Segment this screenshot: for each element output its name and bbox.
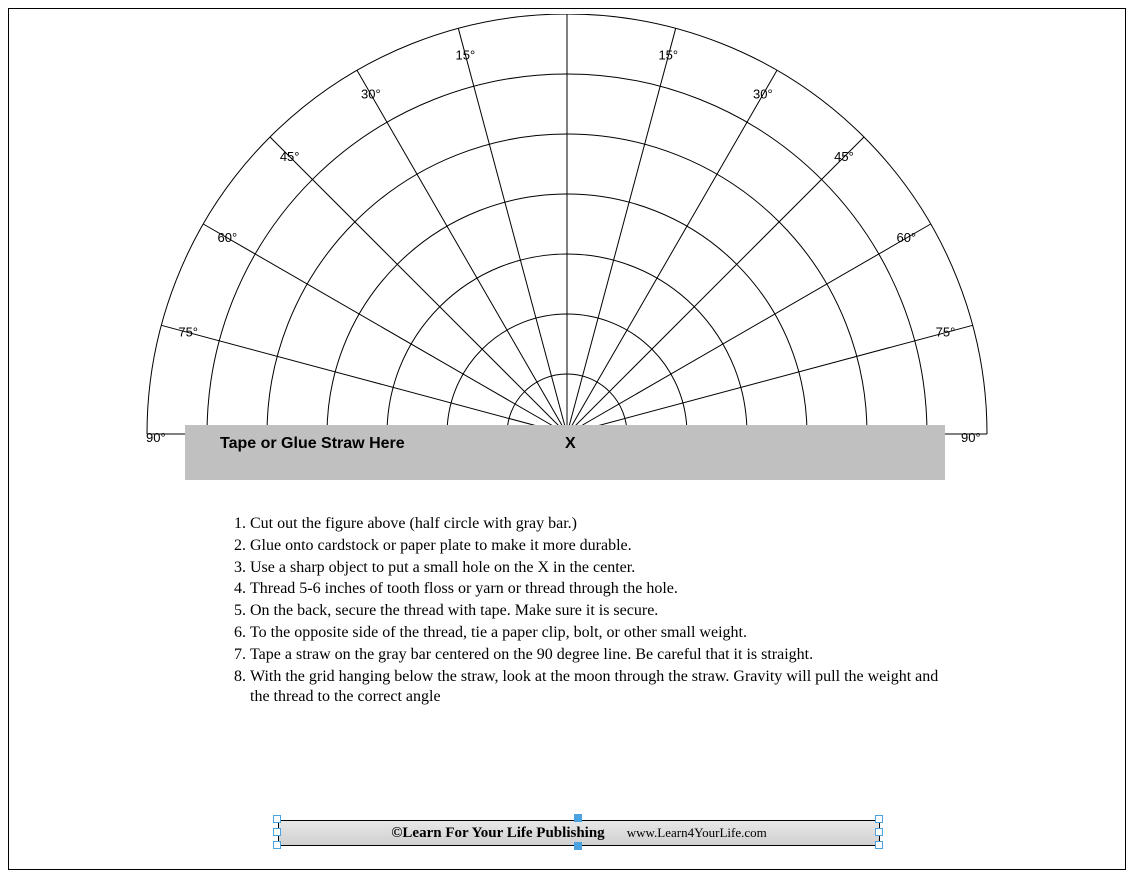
straw-bar-x-marker: X: [565, 435, 576, 453]
left-90-label: 90°: [146, 430, 166, 445]
svg-text:60°: 60°: [896, 230, 916, 245]
straw-bar-label: Tape or Glue Straw Here: [220, 435, 405, 453]
selection-handle[interactable]: [875, 828, 883, 836]
instruction-item: On the back, secure the thread with tape…: [250, 601, 950, 622]
footer-url: www.Learn4YourLife.com: [627, 825, 767, 841]
instruction-item: Use a sharp object to put a small hole o…: [250, 558, 950, 579]
instruction-item: To the opposite side of the thread, tie …: [250, 623, 950, 644]
selection-handle[interactable]: [875, 815, 883, 823]
instruction-list: Cut out the figure above (half circle wi…: [230, 514, 950, 708]
right-90-label: 90°: [961, 430, 981, 445]
svg-text:75°: 75°: [178, 325, 198, 340]
instruction-item: Thread 5-6 inches of tooth floss or yarn…: [250, 579, 950, 600]
selection-handle[interactable]: [273, 828, 281, 836]
svg-text:30°: 30°: [361, 87, 381, 102]
protractor-svg: 015°15°30°30°45°45°60°60°75°75°: [67, 14, 1067, 454]
selection-handle[interactable]: [574, 842, 582, 850]
instruction-item: Cut out the figure above (half circle wi…: [250, 514, 950, 535]
svg-text:45°: 45°: [834, 149, 854, 164]
selection-handle[interactable]: [875, 841, 883, 849]
svg-text:15°: 15°: [658, 47, 678, 62]
instructions: Cut out the figure above (half circle wi…: [230, 514, 950, 709]
protractor-diagram: 015°15°30°30°45°45°60°60°75°75°: [0, 14, 1134, 454]
selection-handle[interactable]: [574, 814, 582, 822]
straw-bar: Tape or Glue Straw Here X: [185, 425, 945, 480]
selection-handle[interactable]: [273, 841, 281, 849]
svg-text:45°: 45°: [280, 149, 300, 164]
svg-text:15°: 15°: [456, 47, 476, 62]
svg-text:30°: 30°: [753, 87, 773, 102]
svg-text:75°: 75°: [936, 325, 956, 340]
footer-copyright: ©Learn For Your Life Publishing: [391, 825, 604, 842]
svg-text:60°: 60°: [218, 230, 238, 245]
page: 015°15°30°30°45°45°60°60°75°75° 90° 90° …: [0, 0, 1134, 878]
selection-handle[interactable]: [273, 815, 281, 823]
instruction-item: Tape a straw on the gray bar centered on…: [250, 645, 950, 666]
instruction-item: Glue onto cardstock or paper plate to ma…: [250, 536, 950, 557]
instruction-item: With the grid hanging below the straw, l…: [250, 667, 950, 709]
